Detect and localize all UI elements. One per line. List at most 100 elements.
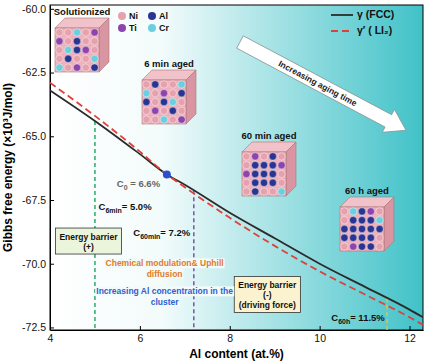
legend-label: γ (FCC) bbox=[357, 8, 394, 20]
atom bbox=[243, 153, 250, 160]
atom-legend-swatch bbox=[148, 24, 156, 32]
cube-side bbox=[186, 70, 196, 124]
atom bbox=[252, 170, 259, 177]
atom bbox=[91, 55, 98, 62]
tick-mark bbox=[50, 200, 54, 201]
atom bbox=[350, 217, 357, 224]
atom bbox=[367, 243, 374, 250]
atom bbox=[65, 46, 72, 53]
cube-front bbox=[242, 152, 286, 196]
atom bbox=[358, 208, 365, 215]
inset-label: 60 h aged bbox=[345, 185, 389, 196]
concentration-line bbox=[94, 121, 96, 330]
cube-side bbox=[99, 18, 109, 72]
aging-arrow: Increasing aging time bbox=[234, 31, 412, 142]
x-axis: 4681012 bbox=[48, 326, 424, 344]
plot-background bbox=[50, 5, 423, 330]
inset-cube bbox=[242, 142, 296, 196]
atom bbox=[260, 188, 267, 195]
tick-mark bbox=[230, 326, 231, 330]
atom bbox=[376, 217, 383, 224]
atom bbox=[278, 170, 285, 177]
atom bbox=[152, 98, 159, 105]
atom bbox=[143, 81, 150, 88]
text-patch bbox=[146, 269, 184, 279]
energy-box: Energy barrier(-)(driving force) bbox=[234, 276, 300, 312]
atom bbox=[367, 217, 374, 224]
note-line: Chemical modulation& Uphill bbox=[106, 258, 224, 268]
chart: 4681012-72.5-70.0-67.5-65.0-62.5-60.0Al … bbox=[0, 0, 428, 362]
atom bbox=[350, 208, 357, 215]
atom bbox=[73, 29, 80, 36]
concentration-label: C0 = 6.6% bbox=[117, 178, 161, 191]
inset-label: 6 min aged bbox=[144, 58, 194, 69]
tick-mark bbox=[50, 327, 54, 328]
atom bbox=[350, 234, 357, 241]
atom bbox=[91, 46, 98, 53]
atom bbox=[143, 98, 150, 105]
concentration-dot bbox=[163, 171, 171, 179]
atom bbox=[160, 107, 167, 114]
atom bbox=[341, 217, 348, 224]
atom bbox=[169, 90, 176, 97]
box-label: Energy barrier(+) bbox=[59, 232, 118, 252]
tick-label: -62.5 bbox=[22, 66, 46, 78]
box-line: (-) bbox=[263, 290, 272, 300]
atom bbox=[160, 98, 167, 105]
atom bbox=[178, 90, 185, 97]
tick-mark bbox=[140, 326, 141, 330]
note: Increasing Al concentration in thecluste… bbox=[95, 286, 234, 307]
atom bbox=[82, 55, 89, 62]
box-label: Energy barrier(-)(driving force) bbox=[238, 280, 297, 310]
label-part: = 5.0% bbox=[122, 201, 152, 212]
atom bbox=[260, 162, 267, 169]
tick-mark bbox=[410, 326, 411, 330]
note-line: cluster bbox=[151, 297, 180, 307]
box-line: (+) bbox=[83, 242, 94, 252]
atom bbox=[56, 64, 63, 71]
atom bbox=[358, 234, 365, 241]
atom bbox=[73, 55, 80, 62]
atom bbox=[56, 55, 63, 62]
atom bbox=[56, 29, 63, 36]
tick-label: -65.0 bbox=[22, 130, 46, 142]
text-patch bbox=[105, 258, 225, 268]
atom bbox=[350, 243, 357, 250]
arrow-label: Increasing aging time bbox=[277, 58, 359, 108]
atom bbox=[65, 55, 72, 62]
concentration-line bbox=[386, 298, 388, 330]
atom bbox=[91, 38, 98, 45]
note-label: Chemical modulation& Uphilldiffusion bbox=[106, 258, 224, 279]
label-part: = 11.5% bbox=[350, 312, 385, 323]
inset-label: 60 min aged bbox=[242, 130, 297, 141]
note-line: Increasing Al concentration in the bbox=[96, 286, 233, 296]
atom bbox=[160, 90, 167, 97]
energy-box: Energy barrier(+) bbox=[55, 228, 121, 254]
tick: -67.5 bbox=[22, 194, 54, 206]
atom bbox=[260, 179, 267, 186]
atom bbox=[169, 107, 176, 114]
atom-legend-swatch bbox=[118, 12, 126, 20]
plot-area bbox=[50, 83, 423, 330]
atom-legend-label: Ni bbox=[129, 11, 138, 21]
atom bbox=[91, 64, 98, 71]
series-line bbox=[50, 83, 423, 325]
note-label: Increasing Al concentration in thecluste… bbox=[96, 286, 233, 307]
atom bbox=[252, 153, 259, 160]
inset-cube bbox=[340, 197, 394, 251]
legend-swatch bbox=[331, 14, 353, 16]
tick-label: 10 bbox=[314, 332, 326, 344]
atom bbox=[278, 162, 285, 169]
atom bbox=[350, 225, 357, 232]
atom bbox=[82, 46, 89, 53]
cube-front bbox=[55, 28, 99, 72]
atom bbox=[82, 64, 89, 71]
inset-cube bbox=[142, 70, 196, 124]
label-part: = 7.2% bbox=[160, 227, 190, 238]
atom bbox=[82, 38, 89, 45]
atom bbox=[178, 107, 185, 114]
atom bbox=[376, 208, 383, 215]
atom bbox=[243, 162, 250, 169]
atom bbox=[278, 188, 285, 195]
text-patch bbox=[95, 286, 234, 296]
